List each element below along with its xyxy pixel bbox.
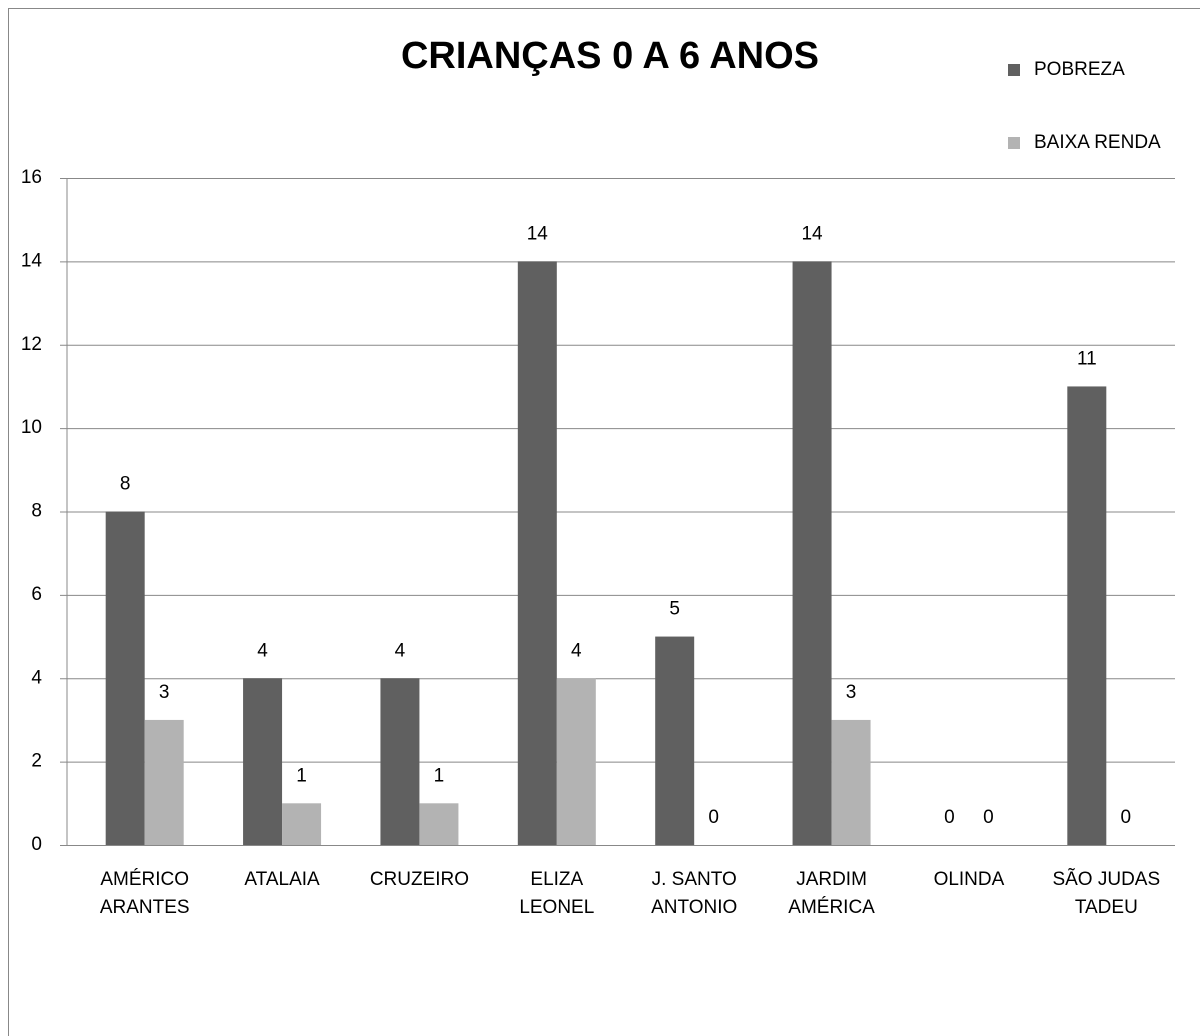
x-tick-label: SÃO JUDAS TADEU <box>1052 868 1160 918</box>
y-tick-label: 16 <box>21 167 42 188</box>
chart-title: CRIANÇAS 0 A 6 ANOS <box>401 35 819 77</box>
x-tick-label: J. SANTO ANTONIO <box>651 869 737 918</box>
data-label: 11 <box>1077 348 1097 369</box>
data-label: 0 <box>983 807 994 828</box>
bar <box>517 261 557 845</box>
data-label: 0 <box>944 807 955 828</box>
legend-label: POBREZA <box>1034 59 1125 80</box>
bar <box>655 636 695 845</box>
bar <box>1067 386 1107 845</box>
bar <box>380 678 420 845</box>
data-label: 1 <box>296 765 307 786</box>
y-tick-label: 8 <box>31 501 42 522</box>
bar <box>282 803 322 845</box>
bar <box>144 719 184 845</box>
y-tick-label: 6 <box>31 584 42 605</box>
bar <box>419 803 459 845</box>
data-label: 8 <box>120 474 131 495</box>
x-tick-label: OLINDA <box>934 869 1005 890</box>
data-label: 3 <box>159 682 170 703</box>
data-label: 4 <box>395 640 406 661</box>
y-tick-label: 0 <box>31 834 42 855</box>
legend-swatch <box>1008 64 1020 76</box>
data-label: 1 <box>434 765 445 786</box>
y-tick-label: 4 <box>31 667 42 688</box>
y-tick-label: 10 <box>21 417 42 438</box>
x-tick-label: ELIZA LEONEL <box>519 869 594 918</box>
x-tick-label: ATALAIA <box>244 869 320 890</box>
data-label: 4 <box>571 640 582 661</box>
x-tick-label: AMÉRICO ARANTES <box>100 869 190 918</box>
y-tick-label: 2 <box>31 751 42 772</box>
y-tick-label: 12 <box>21 334 42 355</box>
chart-frame <box>8 8 1200 1036</box>
data-label: 0 <box>708 807 719 828</box>
bar <box>831 719 871 845</box>
data-label: 5 <box>669 599 680 620</box>
y-tick-label: 14 <box>21 250 43 271</box>
data-label: 4 <box>257 640 268 661</box>
data-label: 14 <box>801 223 823 244</box>
legend-swatch <box>1008 137 1020 149</box>
data-label: 14 <box>527 223 549 244</box>
bar <box>792 261 832 845</box>
legend-label: BAIXA RENDA <box>1034 132 1161 153</box>
data-label: 0 <box>1121 807 1132 828</box>
bar <box>105 511 145 845</box>
x-tick-label: JARDIM AMÉRICA <box>788 869 875 918</box>
x-tick-label: CRUZEIRO <box>370 869 469 890</box>
bar <box>556 678 596 845</box>
bar <box>243 678 283 845</box>
data-label: 3 <box>846 682 857 703</box>
